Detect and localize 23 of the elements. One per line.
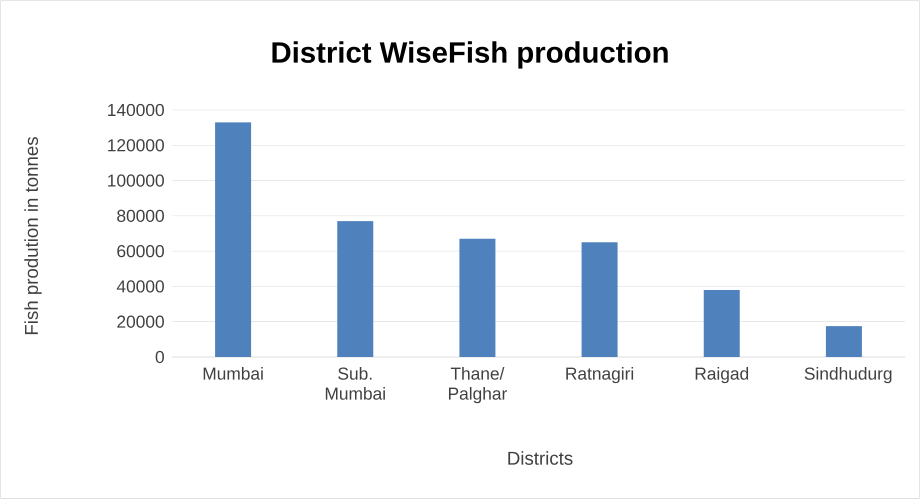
- bar: [215, 122, 252, 357]
- y-tick-label: 20000: [117, 316, 164, 328]
- x-tick-label: Ratnagiri: [566, 367, 634, 384]
- y-tick-label: 100000: [108, 174, 164, 187]
- bar: [826, 326, 862, 357]
- x-tick-label: Raigad: [696, 367, 748, 384]
- y-tick-label: 0: [156, 350, 164, 364]
- y-axis-title: Fish prodution in tonnes: [24, 137, 42, 334]
- bar: [704, 290, 740, 357]
- x-tick-label: Sub. Mumbai: [326, 367, 385, 400]
- bar: [582, 242, 618, 357]
- bar: [459, 238, 496, 357]
- y-tick-label: 40000: [116, 280, 164, 293]
- y-tick-label: 60000: [117, 244, 164, 258]
- x-tick-label: Mumbai: [204, 367, 263, 380]
- y-tick-label: 80000: [117, 210, 164, 222]
- y-tick-label: 120000: [108, 139, 164, 152]
- x-tick-label: Thane/ Palghar: [448, 367, 507, 404]
- chart-title: District WiseFish production: [272, 41, 668, 69]
- x-tick-label: Sindhudurg: [804, 367, 892, 384]
- y-tick-label: 140000: [108, 104, 164, 116]
- bar: [337, 221, 374, 357]
- x-axis-title: Districts: [508, 451, 573, 465]
